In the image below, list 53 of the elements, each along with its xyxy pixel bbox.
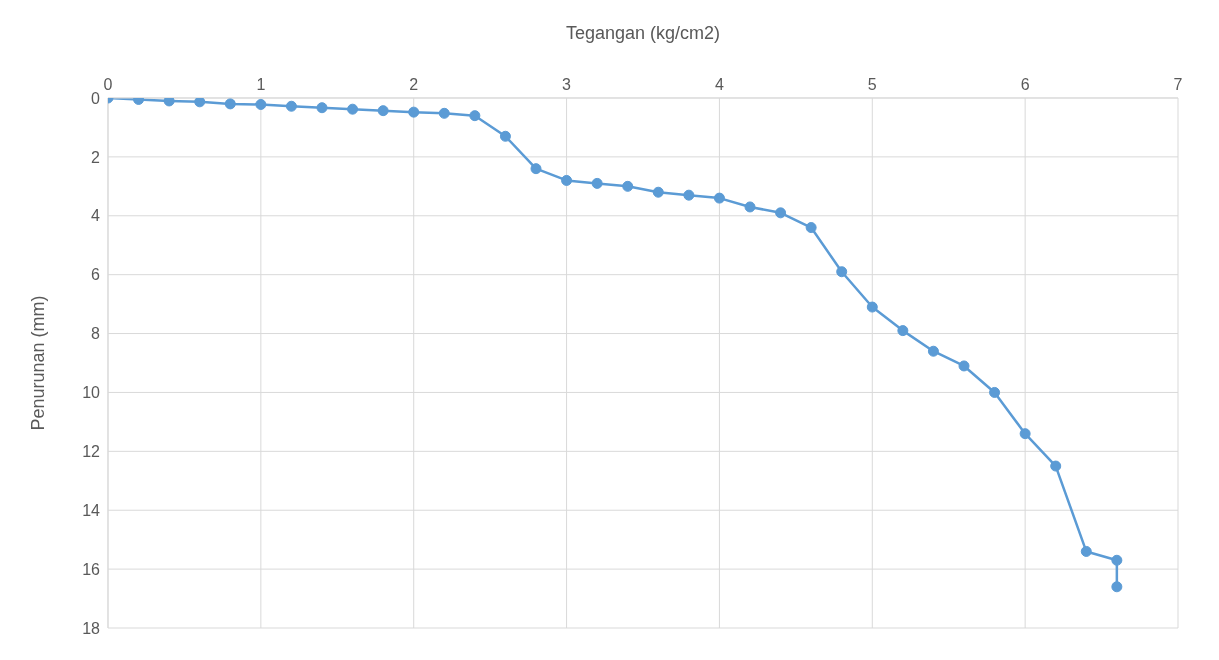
x-tick-label: 6 bbox=[1020, 76, 1030, 93]
y-tick-label: 8 bbox=[91, 325, 101, 343]
point bbox=[499, 130, 511, 142]
point bbox=[377, 105, 389, 117]
y-tick-label: 0 bbox=[91, 89, 101, 107]
x-tick-label: 0 bbox=[103, 76, 113, 93]
y-axis-title: Penurunan (mm) bbox=[28, 295, 49, 431]
point bbox=[927, 345, 939, 357]
x-tick-label: 7 bbox=[1173, 76, 1183, 93]
point bbox=[744, 201, 756, 213]
x-axis-title: Tegangan (kg/cm2) bbox=[565, 22, 721, 43]
y-tick-label: 14 bbox=[82, 501, 101, 519]
point bbox=[255, 98, 267, 110]
y-tick-label: 6 bbox=[91, 266, 101, 284]
point bbox=[591, 177, 603, 189]
y-tick-label: 10 bbox=[82, 384, 101, 402]
point bbox=[958, 360, 970, 372]
point bbox=[805, 222, 817, 234]
point bbox=[408, 106, 420, 118]
point bbox=[1111, 554, 1123, 566]
point bbox=[652, 186, 664, 198]
y-tick-label: 18 bbox=[82, 619, 101, 637]
y-tick-label: 4 bbox=[91, 207, 101, 225]
point bbox=[1050, 460, 1062, 472]
x-tick-label: 4 bbox=[714, 76, 724, 93]
point bbox=[316, 102, 328, 114]
point bbox=[775, 207, 787, 219]
y-tick-label: 2 bbox=[91, 148, 101, 166]
point bbox=[347, 103, 359, 115]
point bbox=[285, 100, 297, 112]
point bbox=[897, 325, 909, 337]
point bbox=[622, 180, 634, 192]
point bbox=[469, 110, 481, 122]
y-tick-label: 16 bbox=[82, 560, 101, 578]
x-tick-label: 1 bbox=[256, 76, 266, 93]
x-tick-label: 3 bbox=[562, 76, 572, 93]
point bbox=[1111, 581, 1123, 593]
point bbox=[438, 107, 450, 119]
point bbox=[683, 189, 695, 201]
point bbox=[224, 98, 236, 110]
point bbox=[989, 386, 1001, 398]
point bbox=[1019, 428, 1031, 440]
y-tick-label: 12 bbox=[82, 443, 101, 461]
point bbox=[836, 266, 848, 278]
point bbox=[866, 301, 878, 313]
point bbox=[530, 163, 542, 175]
x-tick-label: 2 bbox=[409, 76, 419, 93]
point bbox=[713, 192, 725, 204]
point bbox=[163, 98, 175, 107]
point bbox=[1080, 545, 1092, 557]
point bbox=[561, 174, 573, 186]
x-tick-label: 5 bbox=[867, 76, 877, 93]
point bbox=[194, 98, 206, 108]
